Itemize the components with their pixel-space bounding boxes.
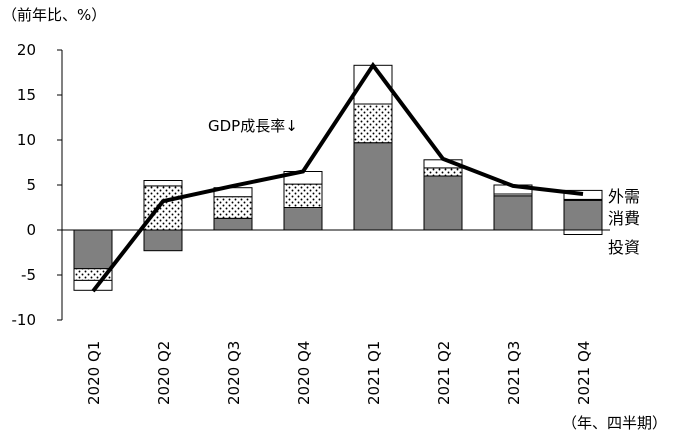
bar-segment-invest (493, 195, 533, 231)
x-tick-label: 2020 Q4 (295, 341, 313, 405)
y-tick-label: -10 (12, 311, 37, 329)
y-unit-label: （前年比、%） (2, 6, 106, 24)
x-tick-label: 2021 Q1 (365, 341, 383, 405)
legend-toshi: 投資 (608, 238, 640, 257)
x-tick-label: 2021 Q2 (435, 341, 453, 405)
y-tick-label: -5 (21, 266, 36, 284)
bar-segment-consumption (283, 183, 323, 209)
gdp-line-layer (91, 61, 584, 293)
bar-segment-net-exports (563, 189, 603, 200)
x-tick-label: 2020 Q2 (155, 341, 173, 405)
bar-segment-invest (353, 142, 393, 231)
bar-segment-invest (283, 207, 323, 231)
bar-segment-net-exports-negative (563, 229, 603, 235)
x-tick-label: 2021 Q3 (505, 341, 523, 405)
gdp-annotation: GDP成長率↓ (208, 117, 298, 135)
bar-segment-net-exports (143, 180, 183, 187)
bar-segment-consumption (213, 196, 253, 219)
legend-gaiju: 外需 (608, 187, 640, 206)
legend-shohi: 消費 (608, 209, 640, 228)
y-tick-label: 5 (26, 176, 36, 194)
x-tick-label: 2020 Q3 (225, 341, 243, 405)
x-tick-label: 2021 Q4 (575, 341, 593, 405)
y-tick-label: 10 (17, 131, 36, 149)
bar-segment-consumption (423, 167, 463, 177)
y-tick-label: 0 (26, 221, 36, 239)
y-tick-label: 20 (17, 41, 36, 59)
bar-segment-invest (423, 175, 463, 231)
gdp-growth-line (91, 61, 584, 293)
bar-stacks (73, 64, 603, 291)
bar-segment-consumption (353, 103, 393, 144)
bar-segment-invest (563, 199, 603, 231)
x-tick-label: 2020 Q1 (85, 341, 103, 405)
bar-segment-invest (143, 229, 183, 252)
x-unit-label: （年、四半期） (562, 414, 667, 432)
bar-segment-consumption (143, 185, 183, 231)
x-tick-labels: 2020 Q1 2020 Q2 2020 Q3 2020 Q4 2021 Q1 2021 … (85, 341, 593, 405)
y-axis: -10 -5 0 5 10 15 20 (12, 41, 610, 329)
bar-segment-invest (73, 229, 113, 270)
bar-segment-invest (213, 217, 253, 231)
y-tick-label: 15 (17, 86, 36, 104)
